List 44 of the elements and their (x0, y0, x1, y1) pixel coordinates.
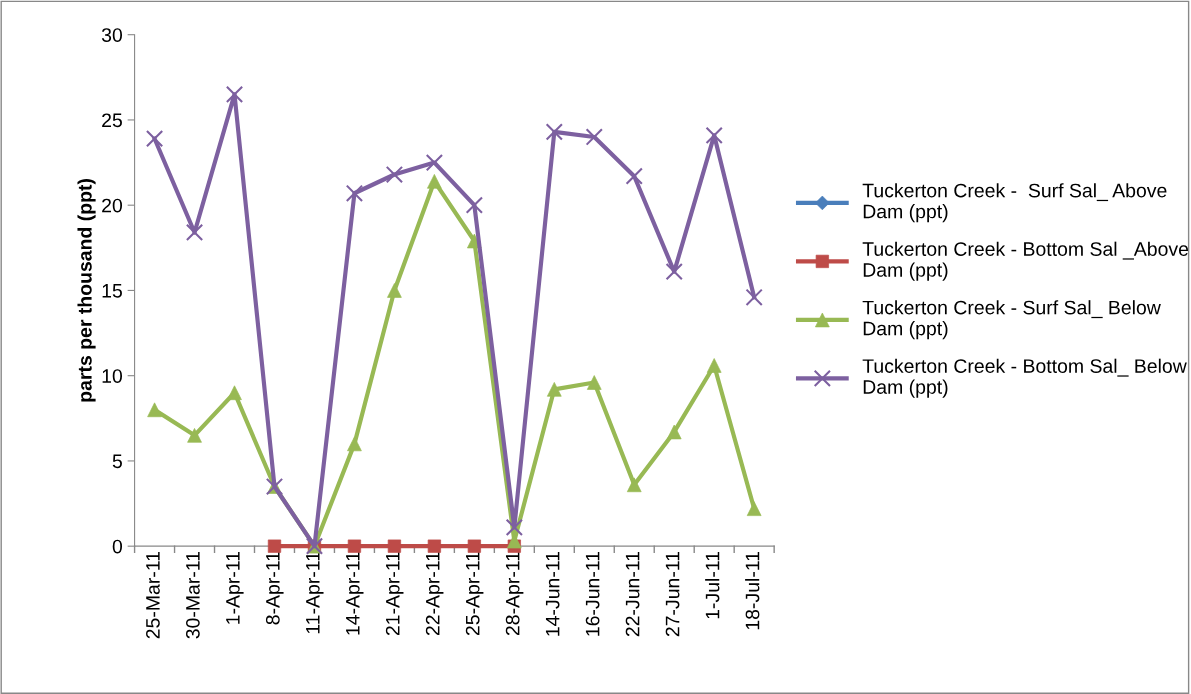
legend-label: Tuckerton Creek - Surf Sal_ Below Dam (ppt) (862, 300, 1161, 340)
x-tick-label: 1-Jul-11 (705, 551, 720, 619)
legend-label: Tuckerton Creek - Bottom Sal_ Below Dam (ppt) (862, 358, 1187, 398)
x-tick-label: 25-Mar-11 (146, 551, 160, 639)
point (267, 539, 282, 553)
x-tick-label: 16-Jun-11 (585, 551, 600, 636)
point (385, 165, 404, 184)
point (505, 518, 524, 537)
x-tick-label: 14-Jun-11 (545, 551, 560, 636)
y-tick-label: 0 (112, 539, 123, 554)
x-tick-label: 1-Apr-11 (226, 551, 244, 624)
y-tick-label: 15 (102, 284, 122, 298)
point (545, 123, 563, 141)
point (185, 223, 204, 242)
legend-label: Tuckerton Creek - Bottom Sal _Above Dam (ppt) (862, 241, 1189, 281)
x-tick-label: 27-Jun-11 (665, 551, 680, 637)
point (745, 288, 763, 306)
x-tick-label: 30-Mar-11 (185, 551, 200, 639)
point (585, 128, 603, 146)
y-tick-label: 5 (112, 454, 122, 469)
point (746, 501, 762, 516)
y-tick-label: 30 (101, 28, 123, 42)
x-tick-label: 18-Jul-11 (745, 551, 760, 630)
point (705, 126, 723, 144)
point (345, 184, 364, 202)
x-tick-label: 11-Apr-11 (306, 551, 324, 634)
x-tick-label: 14-Apr-11 (346, 551, 364, 635)
x-tick-label: 22-Apr-11 (425, 551, 444, 636)
y-tick-label: 10 (102, 369, 123, 383)
point (625, 167, 643, 185)
point (145, 130, 164, 148)
point (665, 263, 683, 281)
y-tick-label: 25 (102, 113, 122, 128)
legend-label: Tuckerton Creek - Surf Sal_ Above Dam (ppt) (862, 183, 1167, 223)
y-axis-title: parts per thousand (ppt) (77, 179, 96, 402)
point (465, 196, 484, 214)
x-tick-label: 8-Apr-11 (265, 551, 284, 625)
y-tick-label: 20 (102, 198, 123, 213)
x-tick-label: 28-Apr-11 (505, 551, 524, 636)
x-tick-label: 21-Apr-11 (385, 551, 404, 636)
x-tick-label: 25-Apr-11 (465, 551, 484, 636)
x-tick-label: 22-Jun-11 (625, 551, 640, 637)
point (425, 153, 444, 172)
point (225, 85, 244, 104)
